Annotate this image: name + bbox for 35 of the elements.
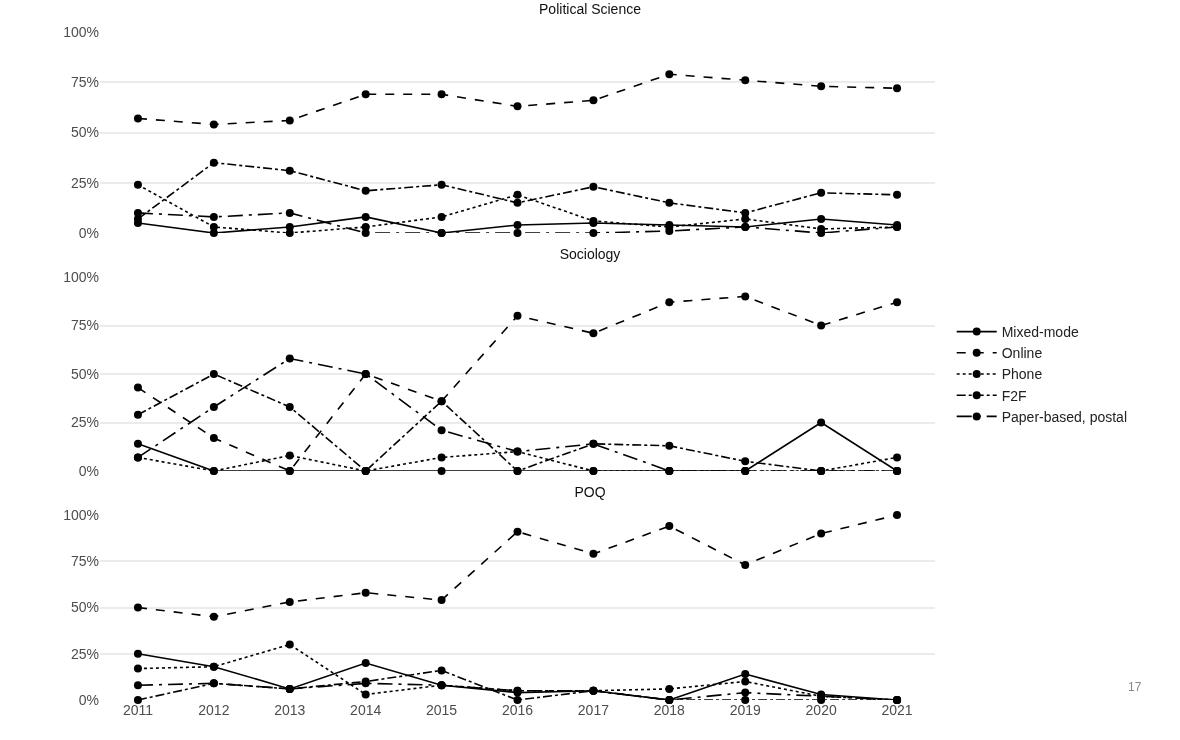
legend-label: Paper-based, postal bbox=[1001, 408, 1128, 425]
x-tick-label: 2019 bbox=[729, 702, 762, 718]
x-tick-label: 2020 bbox=[805, 702, 837, 718]
y-tick-label: 0% bbox=[78, 224, 99, 241]
chart-title: POQ bbox=[574, 483, 606, 500]
legend-label: F2F bbox=[1001, 387, 1027, 404]
y-tick-label: 75% bbox=[70, 553, 99, 570]
y-tick-label: 25% bbox=[70, 645, 99, 662]
x-tick-label: 2018 bbox=[653, 702, 686, 718]
x-tick-label: 2015 bbox=[426, 702, 458, 718]
legend-label: Phone bbox=[1001, 366, 1043, 383]
y-tick-label: 0% bbox=[78, 691, 99, 708]
x-tick-label: 2011 bbox=[122, 702, 154, 718]
x-tick-label: 2014 bbox=[350, 702, 382, 718]
y-tick-label: 50% bbox=[70, 365, 99, 382]
x-tick-label: 2021 bbox=[881, 702, 913, 718]
chart-title: Political Science bbox=[539, 0, 642, 17]
x-tick-label: 2016 bbox=[501, 702, 534, 718]
text: 17 bbox=[1128, 680, 1142, 694]
y-tick-label: 75% bbox=[70, 74, 99, 91]
legend-label: Mixed-mode bbox=[1001, 324, 1079, 341]
y-tick-label: 25% bbox=[70, 414, 99, 431]
y-tick-label: 100% bbox=[63, 268, 99, 285]
y-tick-label: 50% bbox=[70, 599, 99, 616]
x-tick-label: 2013 bbox=[274, 702, 306, 718]
y-tick-label: 100% bbox=[63, 506, 99, 523]
y-tick-label: 100% bbox=[63, 23, 99, 40]
y-tick-label: 25% bbox=[70, 174, 99, 191]
y-tick-label: 0% bbox=[78, 462, 99, 479]
y-tick-label: 75% bbox=[70, 317, 99, 334]
y-tick-label: 50% bbox=[70, 124, 99, 141]
x-tick-label: 2012 bbox=[198, 702, 230, 718]
x-tick-label: 2017 bbox=[577, 702, 610, 718]
legend-label: Online bbox=[1001, 345, 1043, 362]
chart-title: Sociology bbox=[559, 245, 621, 262]
